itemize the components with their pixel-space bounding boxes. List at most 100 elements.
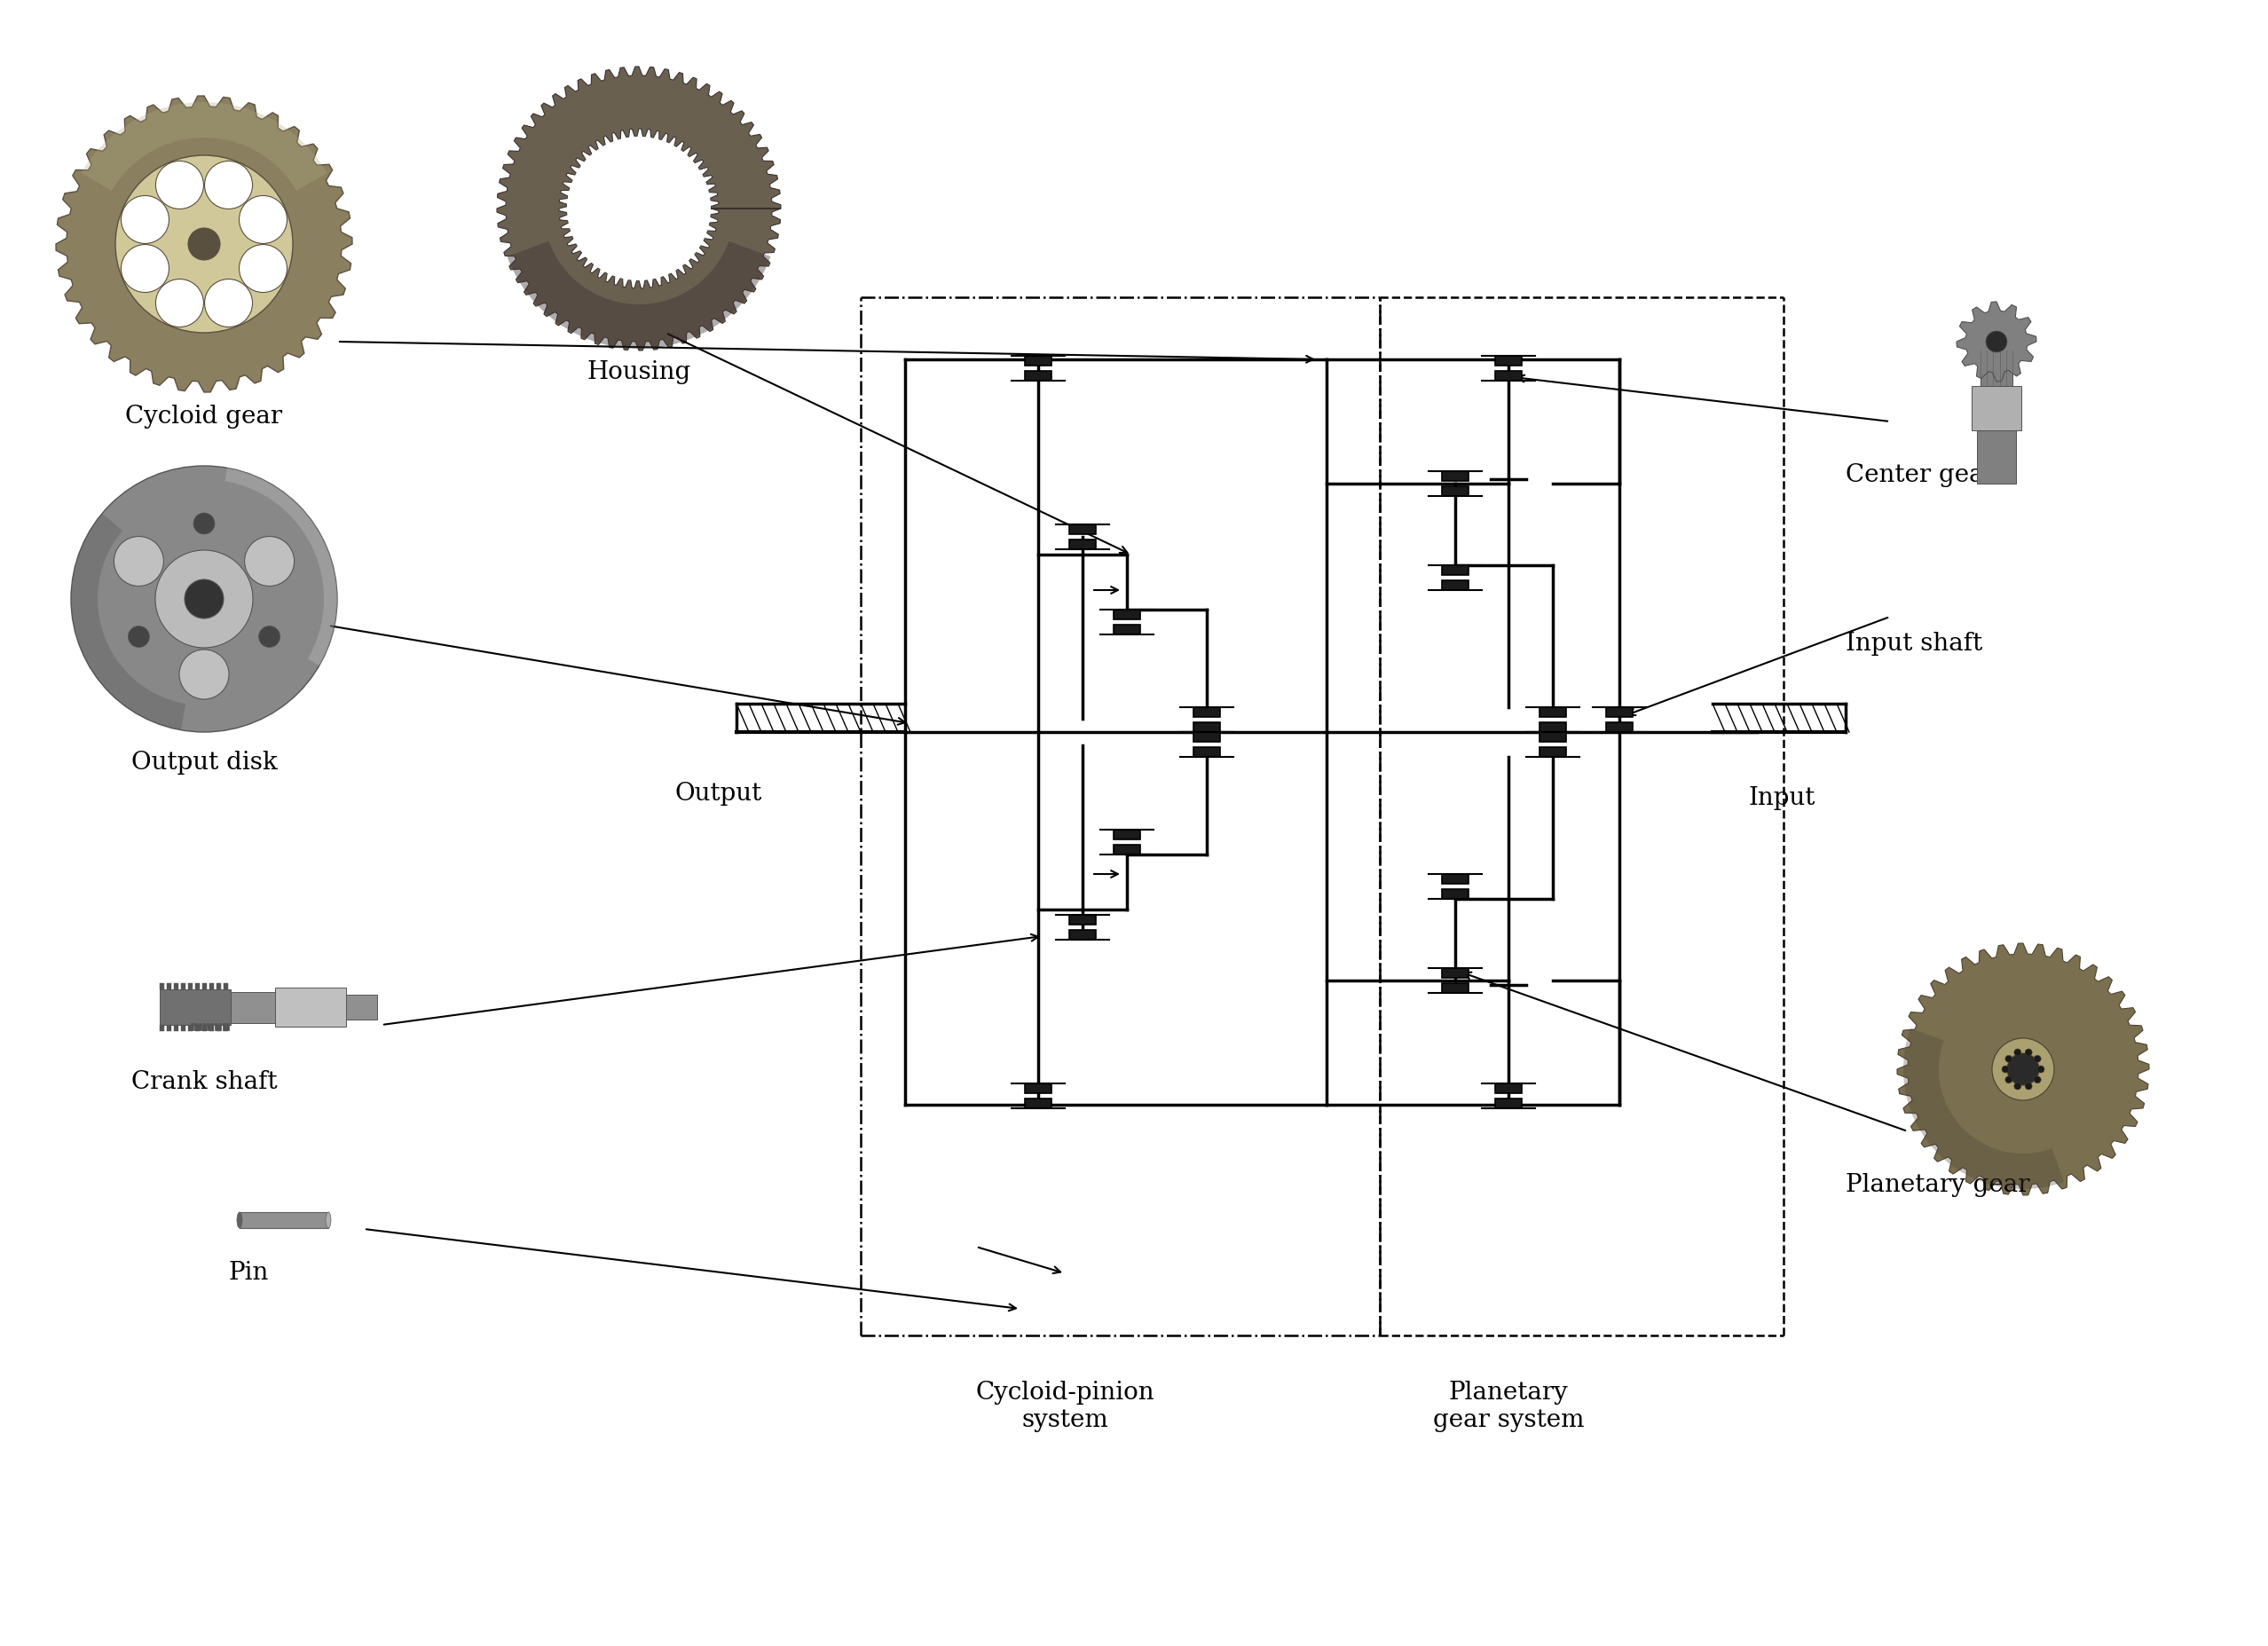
Text: Planetary
gear system: Planetary gear system [1433,1379,1583,1432]
Circle shape [179,650,229,700]
Circle shape [2014,1083,2021,1090]
Wedge shape [508,242,771,349]
Bar [159,989,231,1025]
Bar [1068,930,1095,940]
Text: Pin: Pin [229,1261,268,1284]
Wedge shape [70,514,186,731]
Bar [1068,525,1095,535]
Bar [168,1025,170,1032]
Bar [191,1024,193,1030]
Bar [211,1024,213,1030]
Bar [1980,351,2012,387]
Bar [1025,1100,1052,1108]
Bar [1068,915,1095,925]
Bar [1442,487,1467,497]
Bar [200,1024,202,1030]
Circle shape [127,627,150,649]
Bar [225,984,227,989]
Text: Planetary gear: Planetary gear [1846,1174,2030,1197]
Bar [1606,723,1633,732]
Circle shape [193,514,215,535]
Bar [227,1024,229,1030]
Text: Input shaft: Input shaft [1846,632,1982,655]
Bar [195,984,200,989]
Bar [206,1024,209,1030]
Circle shape [113,537,163,586]
Bar [209,984,213,989]
Bar [1540,723,1567,732]
Polygon shape [57,97,352,393]
Text: Crank shaft: Crank shaft [132,1070,277,1093]
Bar [1193,732,1220,742]
Wedge shape [1903,1029,2064,1190]
Bar [1495,372,1522,382]
Bar [222,1024,225,1030]
Bar [1540,747,1567,757]
Bar [195,1025,200,1032]
Bar [1442,874,1467,884]
Text: Cycloid gear: Cycloid gear [125,405,284,428]
Circle shape [204,280,252,328]
Bar [1114,844,1141,854]
Circle shape [184,579,225,619]
Bar [347,996,376,1021]
Bar [274,988,347,1027]
Circle shape [154,551,254,649]
Bar [1193,723,1220,732]
Bar [168,984,170,989]
Bar [1978,431,2016,484]
Circle shape [2005,1076,2012,1083]
Circle shape [238,196,288,244]
Circle shape [204,161,252,209]
Bar [225,1025,227,1032]
Circle shape [2003,1067,2009,1073]
Circle shape [2034,1055,2041,1063]
Polygon shape [497,67,780,351]
Wedge shape [82,102,327,191]
Bar [195,1024,197,1030]
Polygon shape [1957,303,2037,382]
Circle shape [2014,1049,2021,1057]
Bar [175,1025,179,1032]
Bar [1495,357,1522,367]
Text: Housing: Housing [587,360,692,384]
Bar [202,1025,206,1032]
Bar [240,1213,329,1228]
Bar [188,1025,193,1032]
Circle shape [156,161,204,209]
Bar [1495,1083,1522,1093]
Circle shape [2037,1067,2043,1073]
Bar [175,984,179,989]
Bar [1540,732,1567,742]
Bar [1442,581,1467,591]
Circle shape [70,466,338,732]
Bar [1442,472,1467,482]
Text: Center gear: Center gear [1846,464,1996,487]
Circle shape [2007,1053,2039,1085]
Circle shape [120,196,170,244]
Bar [1540,708,1567,718]
Circle shape [567,138,710,281]
Bar [231,993,274,1022]
Circle shape [2025,1083,2032,1090]
Bar [1114,625,1141,635]
Bar [159,984,163,989]
Circle shape [238,245,288,293]
Ellipse shape [236,1213,243,1228]
Bar [1442,984,1467,993]
Circle shape [1991,1039,2055,1101]
Bar [1068,540,1095,550]
Text: Output: Output [676,782,762,805]
Bar [215,1025,220,1032]
Text: Output disk: Output disk [132,751,277,774]
Polygon shape [1896,943,2150,1195]
Circle shape [2034,1076,2041,1083]
Bar [1114,611,1141,621]
Bar [218,1024,220,1030]
Ellipse shape [327,1213,331,1228]
Circle shape [156,280,204,328]
Circle shape [116,156,293,334]
Bar [1114,830,1141,839]
Bar [1971,387,2021,431]
Bar [1193,708,1220,718]
